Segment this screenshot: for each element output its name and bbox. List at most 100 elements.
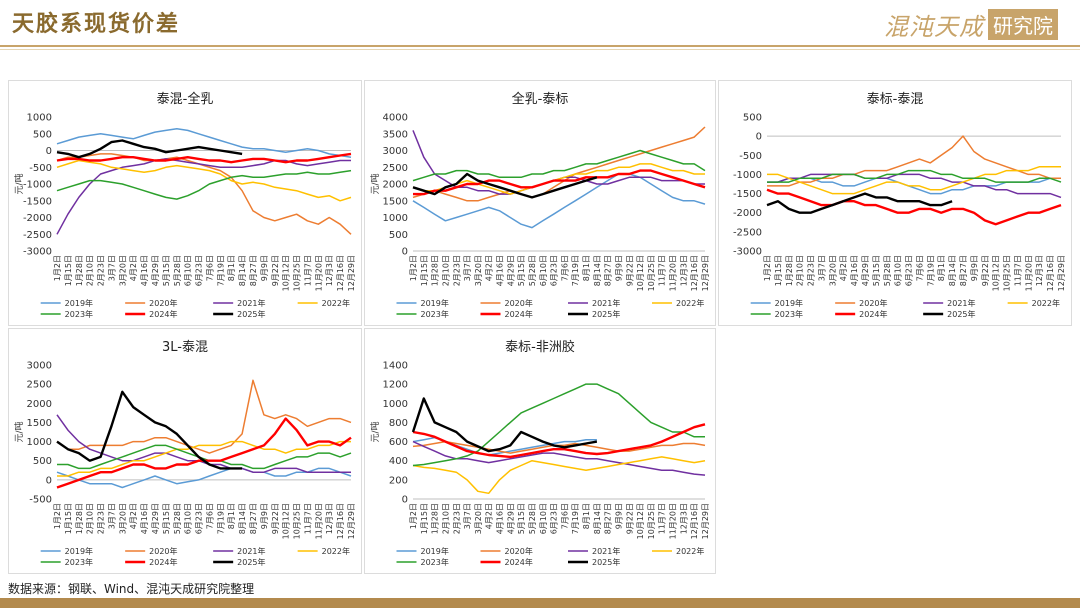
series-line-2019年: [56, 467, 352, 489]
series-line-2024年: [766, 188, 1062, 226]
x-tick-label: 9月9日: [970, 255, 979, 281]
x-tick-label: 10月25日: [647, 503, 656, 539]
x-tick-label: 8月14日: [948, 255, 957, 286]
legend-label: 2024年: [149, 557, 177, 567]
legend-label: 2019年: [775, 298, 803, 308]
legend-label: 2020年: [149, 546, 177, 556]
x-tick-label: 11月20日: [669, 255, 678, 291]
chart-title: 泰混-全乳: [157, 91, 214, 107]
x-tick-label: 8月1日: [582, 255, 591, 281]
y-tick-label: -2000: [23, 213, 52, 224]
x-tick-label: 10月25日: [293, 503, 302, 539]
x-tick-label: 2月10日: [796, 255, 805, 286]
chart-title: 泰标-泰混: [867, 92, 924, 107]
y-axis-label: 元/吨: [13, 173, 25, 194]
x-tick-label: 3月7日: [107, 503, 116, 529]
y-tick-label: 3000: [383, 146, 408, 157]
y-tick-label: 2000: [383, 180, 408, 191]
legend-label: 2021年: [237, 298, 265, 308]
x-tick-label: 1月28日: [75, 503, 84, 534]
series-line-2023年: [412, 383, 705, 467]
x-tick-label: 5月15日: [517, 255, 526, 286]
footer-bar: [0, 598, 1080, 608]
legend-label: 2019年: [421, 298, 449, 308]
x-tick-label: 4月2日: [839, 255, 848, 281]
legend-label: 2023年: [775, 309, 803, 319]
legend-label: 2019年: [65, 546, 93, 556]
series-line-2020年: [767, 135, 1061, 187]
x-tick-label: 2月10日: [441, 255, 450, 286]
x-tick-label: 11月20日: [314, 503, 323, 539]
series-line-2022年: [412, 456, 706, 495]
y-tick-label: 1000: [383, 213, 408, 224]
y-tick-label: -500: [29, 163, 52, 174]
x-tick-label: 1月2日: [53, 255, 62, 281]
x-tick-label: 8月27日: [959, 255, 968, 286]
y-tick-label: 0: [46, 475, 52, 486]
x-tick-label: 9月22日: [271, 503, 280, 534]
x-tick-label: 12月29日: [1057, 255, 1066, 291]
x-tick-label: 4月2日: [129, 255, 138, 281]
x-tick-label: 12月29日: [701, 503, 710, 539]
brand-name: 混沌天成: [884, 12, 984, 41]
chart-panel-whole-milk-vs-thai-standard: 全乳-泰标 元/吨 4000 3500 3000 2500 2000 1500 1000 500 0…: [364, 80, 716, 326]
x-tick-label: 8月1日: [582, 503, 591, 529]
x-tick-label: 6月23日: [905, 255, 914, 286]
x-tick-label: 6月10日: [184, 255, 193, 286]
series-line-2020年: [56, 379, 352, 454]
x-tick-label: 3月20日: [474, 255, 483, 286]
legend-label: 2021年: [947, 298, 975, 308]
series-line-2025年: [56, 139, 243, 159]
y-tick-label: -1000: [733, 170, 762, 181]
y-tick-label: -2500: [23, 230, 52, 241]
x-tick-label: 3月7日: [107, 255, 116, 281]
legend-label: 2025年: [947, 309, 975, 319]
legend-label: 2020年: [505, 546, 533, 556]
x-tick-label: 8月14日: [593, 503, 602, 534]
legend-label: 2024年: [505, 309, 533, 319]
series-line-2022年: [56, 159, 352, 202]
x-tick-label: 2月23日: [452, 503, 461, 534]
x-tick-label: 4月16日: [496, 255, 505, 286]
x-tick-label: 6月10日: [894, 255, 903, 286]
x-tick-label: 8月1日: [937, 255, 946, 281]
series-line-2021年: [412, 440, 706, 476]
x-tick-label: 9月9日: [260, 503, 269, 529]
chart-panel-thai-standard-vs-thai-mix: 泰标-泰混 500 0 -500 -1000 -1500 -2000 -2500 -3000 1月…: [718, 80, 1072, 326]
x-tick-label: 6月23日: [550, 255, 559, 286]
x-tick-label: 7月6日: [205, 503, 214, 529]
series-line-2024年: [56, 152, 352, 164]
x-tick-label: 9月22日: [625, 255, 634, 286]
x-tick-label: 9月22日: [271, 255, 280, 286]
x-tick-label: 1月2日: [53, 503, 62, 529]
x-tick-label: 6月23日: [550, 503, 559, 534]
y-tick-label: 1200: [383, 380, 408, 391]
chart-title: 全乳-泰标: [512, 91, 569, 107]
x-tick-label: 6月10日: [539, 255, 548, 286]
y-tick-label: 2500: [27, 380, 52, 391]
x-tick-label: 5月28日: [528, 255, 537, 286]
x-tick-label: 8月27日: [604, 255, 613, 286]
series-line-2022年: [767, 166, 1061, 195]
legend-label: 2024年: [859, 309, 887, 319]
x-tick-label: 12月16日: [336, 503, 345, 539]
x-tick-label: 5月15日: [872, 255, 881, 286]
x-tick-label: 5月28日: [173, 255, 182, 286]
x-tick-label: 8月1日: [227, 255, 236, 281]
legend-label: 2024年: [505, 557, 533, 567]
legend-label: 2025年: [237, 309, 265, 319]
series-line-2023年: [767, 169, 1062, 183]
x-tick-label: 3月20日: [474, 503, 483, 534]
x-tick-label: 9月9日: [614, 503, 623, 529]
x-tick-label: 1月2日: [409, 255, 418, 281]
x-tick-label: 2月23日: [97, 255, 106, 286]
x-tick-label: 3月20日: [118, 503, 127, 534]
x-tick-label: 4月29日: [506, 255, 515, 286]
legend-label: 2019年: [65, 298, 93, 308]
x-tick-label: 8月1日: [227, 503, 236, 529]
x-tick-label: 4月16日: [850, 255, 859, 286]
x-tick-label: 11月20日: [1024, 255, 1033, 291]
legend-label: 2022年: [676, 546, 704, 556]
x-tick-label: 5月28日: [173, 503, 182, 534]
series-line-2020年: [412, 126, 706, 202]
